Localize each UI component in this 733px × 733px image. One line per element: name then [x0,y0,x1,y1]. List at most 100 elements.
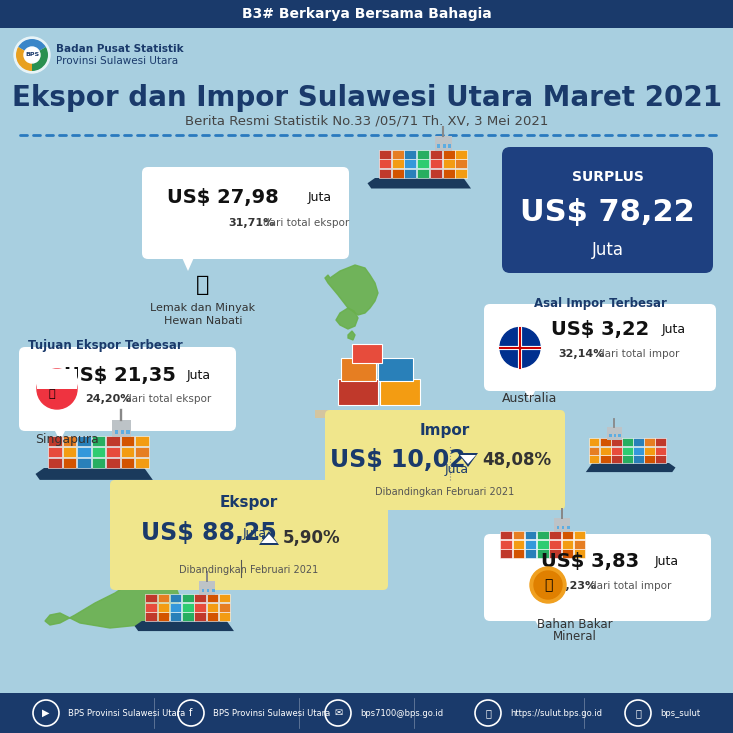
Bar [561,549,573,558]
Bar [338,379,378,405]
FancyBboxPatch shape [110,480,388,590]
Text: ▶: ▶ [43,708,50,718]
Text: 🌙: 🌙 [48,389,55,399]
Bar [182,594,194,603]
Text: 5,90%: 5,90% [283,529,341,547]
Bar [537,531,548,539]
Bar [202,589,205,592]
Text: BPS Provinsi Sulawesi Utara: BPS Provinsi Sulawesi Utara [213,709,331,718]
Bar [0,693,733,733]
Polygon shape [135,621,234,631]
Text: US$ 10,02: US$ 10,02 [330,448,465,472]
Text: dari total impor: dari total impor [598,349,679,359]
Text: 🌐: 🌐 [485,708,491,718]
Bar [145,594,157,603]
Text: 24,20%: 24,20% [85,394,131,404]
Bar [655,455,666,463]
Bar [633,446,644,454]
Bar [212,589,215,592]
Bar [574,531,586,539]
Bar [77,435,91,446]
FancyBboxPatch shape [142,167,349,259]
Polygon shape [522,385,538,401]
Polygon shape [261,534,277,543]
Bar [589,438,600,446]
Bar [443,150,454,158]
Polygon shape [460,455,476,464]
Text: Ekspor: Ekspor [220,496,278,510]
Bar [219,612,230,621]
Text: B3# Berkarya Bersama Bahagia: B3# Berkarya Bersama Bahagia [242,7,491,21]
Bar [158,603,169,611]
Text: BPS Provinsi Sulawesi Utara: BPS Provinsi Sulawesi Utara [68,709,185,718]
Bar [106,446,119,457]
Bar [600,455,611,463]
Text: 32,14%: 32,14% [558,349,605,359]
Bar [48,446,62,457]
Text: BPS: BPS [25,53,39,57]
Polygon shape [180,253,196,271]
Bar [135,446,149,457]
Bar [48,458,62,468]
Bar [391,169,403,178]
Bar [633,438,644,446]
Bar [405,159,416,169]
Bar [120,435,134,446]
Polygon shape [52,425,68,441]
Bar [455,150,467,158]
Bar [120,458,134,468]
Bar [92,446,106,457]
Bar [430,169,442,178]
Bar [114,430,118,434]
Bar [619,434,621,437]
Circle shape [530,567,566,603]
Bar [609,434,612,437]
FancyBboxPatch shape [484,304,716,391]
Bar [611,446,622,454]
Bar [380,379,420,405]
Bar [600,438,611,446]
Bar [622,455,633,463]
Bar [63,435,76,446]
Bar [145,603,157,611]
Bar [417,169,429,178]
Bar [525,540,537,548]
Polygon shape [325,265,378,315]
Bar [611,455,622,463]
Bar [219,603,230,611]
Bar [554,517,570,532]
Text: US$ 3,83: US$ 3,83 [541,553,639,572]
Bar [199,581,216,595]
Bar [63,458,76,468]
FancyBboxPatch shape [325,410,565,510]
Bar [537,549,548,558]
Bar [443,169,454,178]
Bar [633,455,644,463]
Text: Lemak dan Minyak: Lemak dan Minyak [150,303,256,313]
Text: Provinsi Sulawesi Utara: Provinsi Sulawesi Utara [56,56,178,66]
Bar [443,144,446,148]
Bar [622,446,633,454]
Text: Badan Pusat Statistik: Badan Pusat Statistik [56,44,184,54]
Wedge shape [32,47,48,71]
Bar [607,427,622,440]
Bar [644,455,655,463]
Bar [561,540,573,548]
Polygon shape [259,531,279,545]
Text: 🏷️: 🏷️ [196,275,210,295]
Bar [207,603,218,611]
Bar [600,446,611,454]
Text: Juta: Juta [445,463,469,476]
Text: SURPLUS: SURPLUS [572,170,644,184]
Text: Hewan Nabati: Hewan Nabati [163,316,242,326]
Polygon shape [37,369,77,389]
Bar [341,358,376,380]
Text: ⛽: ⛽ [544,578,552,592]
Bar [455,159,467,169]
Bar [219,594,230,603]
Bar [207,594,218,603]
Circle shape [534,571,562,599]
Bar [127,430,130,434]
Bar [158,594,169,603]
Bar [194,612,206,621]
